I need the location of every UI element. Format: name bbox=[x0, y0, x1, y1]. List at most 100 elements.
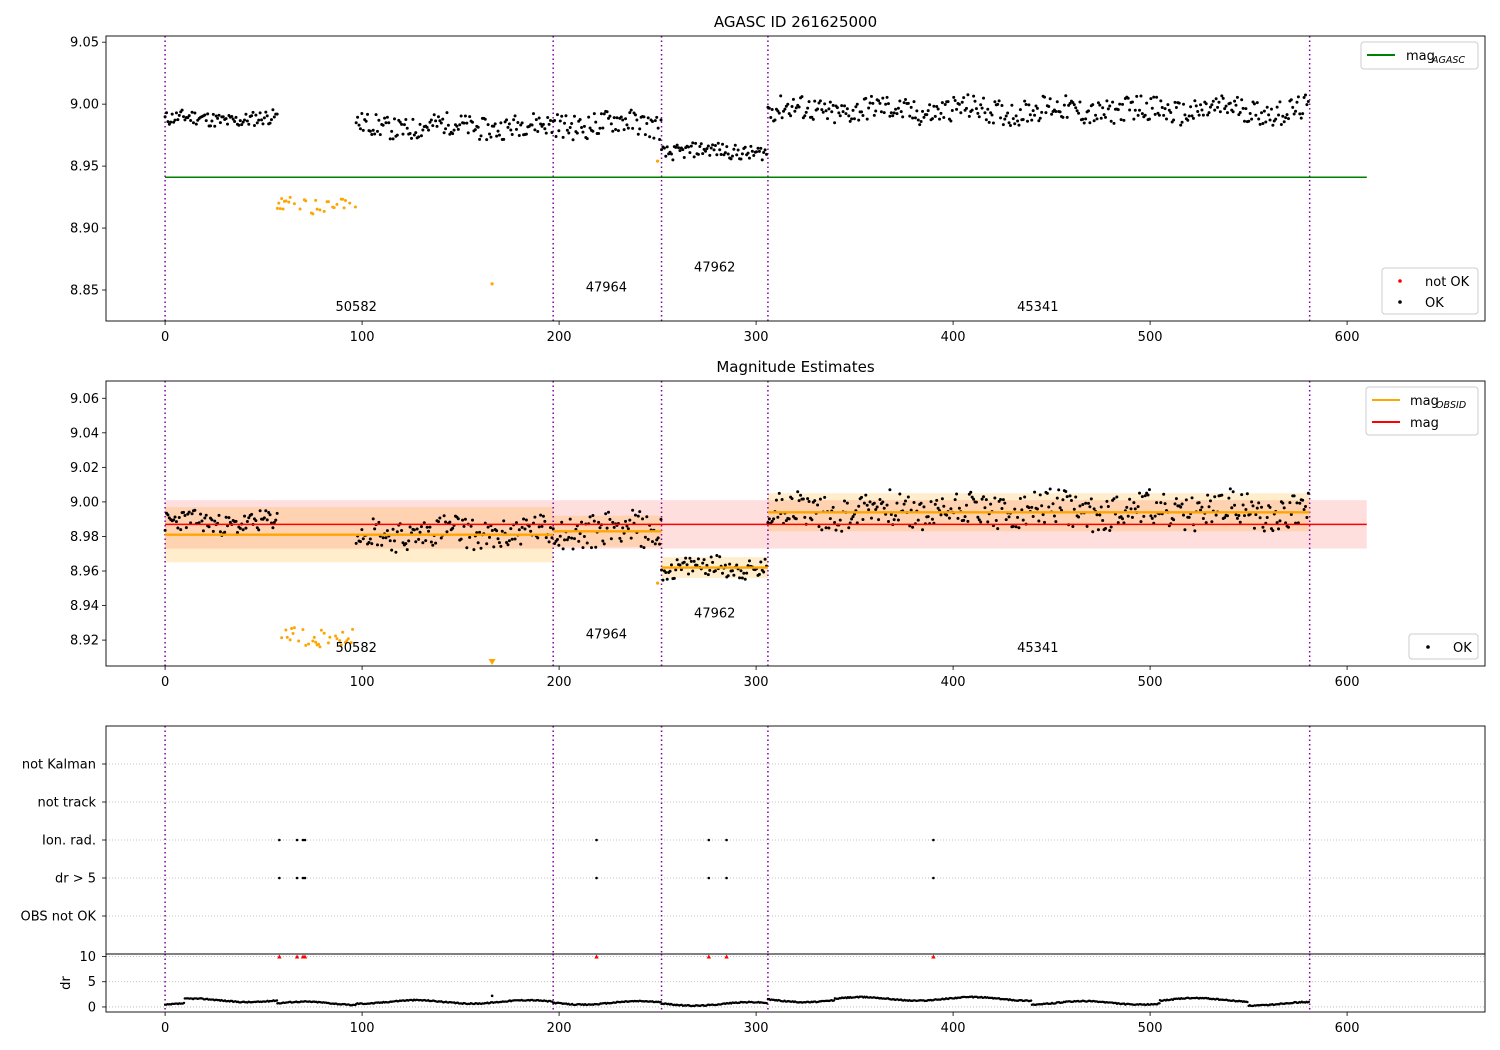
data-point bbox=[860, 496, 863, 499]
data-point bbox=[1230, 506, 1233, 509]
data-point bbox=[769, 116, 772, 119]
data-point bbox=[611, 521, 614, 524]
data-point bbox=[426, 526, 429, 529]
dr-point bbox=[766, 1002, 768, 1004]
data-point bbox=[316, 208, 319, 211]
data-point bbox=[1127, 97, 1130, 100]
data-point bbox=[1070, 499, 1073, 502]
data-point bbox=[627, 127, 630, 130]
data-point bbox=[1256, 101, 1259, 104]
data-point bbox=[925, 113, 928, 116]
y-tick-label: 8.98 bbox=[70, 530, 99, 545]
data-point bbox=[624, 117, 627, 120]
data-point bbox=[376, 130, 379, 133]
data-point bbox=[911, 116, 914, 119]
data-point bbox=[761, 158, 764, 161]
data-point bbox=[1215, 97, 1218, 100]
data-point bbox=[816, 107, 819, 110]
data-point bbox=[958, 103, 961, 106]
data-point bbox=[1186, 119, 1189, 122]
data-point bbox=[1040, 504, 1043, 507]
data-point bbox=[538, 116, 541, 119]
data-point bbox=[721, 572, 724, 575]
data-point bbox=[759, 147, 762, 150]
data-point bbox=[1281, 115, 1284, 118]
legend-subscript: OBSID bbox=[1436, 400, 1466, 411]
data-point bbox=[188, 511, 191, 514]
data-point bbox=[606, 110, 609, 113]
data-point bbox=[313, 636, 316, 639]
data-point bbox=[1138, 492, 1141, 495]
x-tick-label: 300 bbox=[744, 330, 769, 345]
data-point bbox=[1298, 112, 1301, 115]
data-point bbox=[1095, 513, 1098, 516]
data-point bbox=[1017, 526, 1020, 529]
data-point bbox=[1132, 501, 1135, 504]
data-point bbox=[1097, 528, 1100, 531]
data-point bbox=[651, 120, 654, 123]
data-point bbox=[798, 106, 801, 109]
data-point bbox=[514, 114, 517, 117]
x-tick-label: 200 bbox=[547, 675, 572, 690]
data-point bbox=[279, 207, 282, 210]
data-point bbox=[749, 145, 752, 148]
data-point bbox=[199, 513, 202, 516]
data-point bbox=[762, 571, 765, 574]
data-point bbox=[225, 117, 228, 120]
data-point bbox=[1305, 103, 1308, 106]
data-point bbox=[1199, 103, 1202, 106]
data-point bbox=[1297, 95, 1300, 98]
data-point bbox=[1227, 497, 1230, 500]
data-point bbox=[623, 128, 626, 131]
data-point bbox=[1104, 527, 1107, 530]
data-point bbox=[881, 97, 884, 100]
chart-title: Magnitude Estimates bbox=[716, 358, 874, 376]
data-point bbox=[518, 134, 521, 137]
data-point bbox=[567, 536, 570, 539]
x-tick-label: 400 bbox=[941, 1021, 966, 1036]
data-point bbox=[710, 555, 713, 558]
data-point bbox=[823, 102, 826, 105]
data-point bbox=[1175, 497, 1178, 500]
data-point bbox=[333, 206, 336, 209]
data-point bbox=[671, 158, 674, 161]
data-point bbox=[976, 112, 979, 115]
data-point bbox=[1127, 515, 1130, 518]
data-point bbox=[613, 116, 616, 119]
y-tick-label: 8.85 bbox=[70, 284, 99, 299]
dr-ylabel: dr bbox=[59, 976, 74, 990]
data-point bbox=[1293, 113, 1296, 116]
data-point bbox=[878, 498, 881, 501]
y-tick-label: 8.92 bbox=[70, 634, 99, 649]
data-point bbox=[661, 579, 664, 582]
data-point bbox=[1100, 505, 1103, 508]
data-point bbox=[856, 103, 859, 106]
data-point bbox=[210, 119, 213, 122]
data-point bbox=[1188, 115, 1191, 118]
data-point bbox=[1056, 497, 1059, 500]
data-point bbox=[382, 536, 385, 539]
dr-point bbox=[491, 995, 494, 998]
data-point bbox=[443, 514, 446, 517]
data-point bbox=[441, 118, 444, 121]
data-point bbox=[502, 519, 505, 522]
data-point bbox=[445, 111, 448, 114]
obsid-label: 50582 bbox=[336, 641, 377, 656]
data-point bbox=[1212, 100, 1215, 103]
data-point bbox=[426, 126, 429, 129]
data-point bbox=[678, 149, 681, 152]
data-point bbox=[335, 203, 338, 206]
data-point bbox=[569, 126, 572, 129]
data-point bbox=[1213, 495, 1216, 498]
data-point bbox=[1144, 494, 1147, 497]
data-point bbox=[564, 114, 567, 117]
data-point bbox=[827, 526, 830, 529]
data-point bbox=[687, 146, 690, 149]
data-point bbox=[1043, 96, 1046, 99]
data-point bbox=[614, 128, 617, 131]
data-point bbox=[264, 509, 267, 512]
data-point bbox=[942, 116, 945, 119]
data-point bbox=[1105, 99, 1108, 102]
data-point bbox=[1104, 116, 1107, 119]
data-point bbox=[299, 207, 302, 210]
